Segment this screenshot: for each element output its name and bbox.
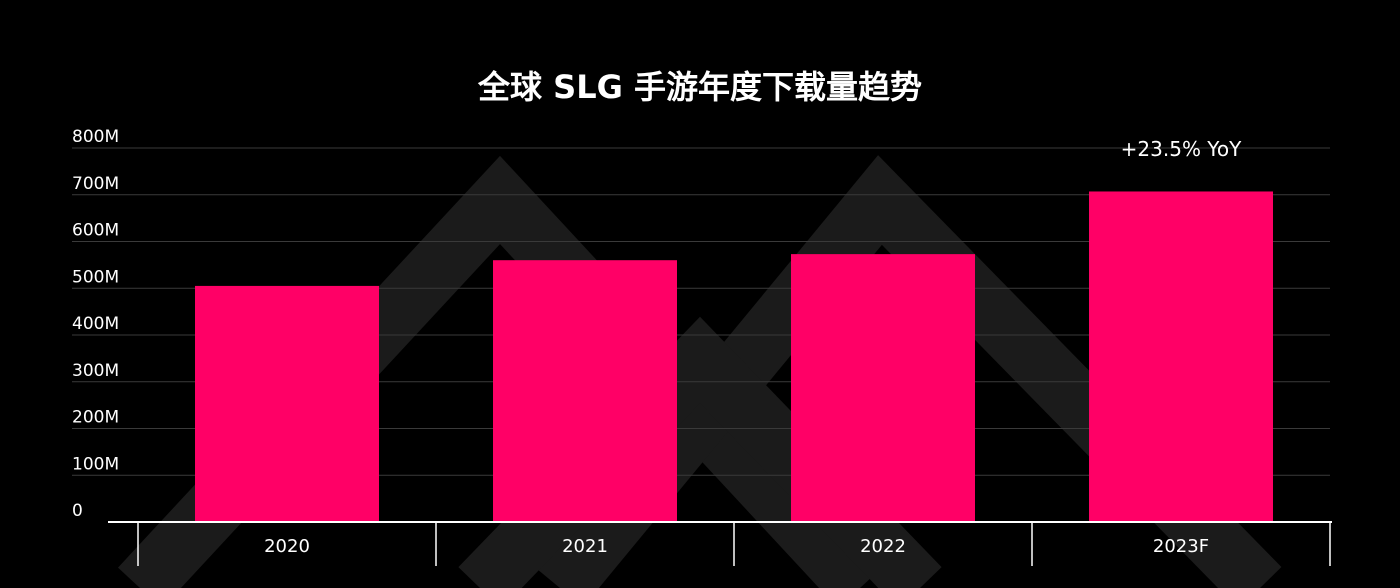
y-tick-label: 500M — [72, 267, 119, 287]
y-tick-label: 300M — [72, 361, 119, 381]
x-tick-label: 2020 — [264, 536, 310, 557]
y-tick-label: 100M — [72, 454, 119, 474]
y-tick-label: 200M — [72, 408, 119, 428]
bar-2021 — [493, 260, 677, 522]
y-tick-label: 0 — [72, 501, 83, 521]
y-tick-label: 700M — [72, 174, 119, 194]
x-tick-label: 2023F — [1153, 536, 1209, 557]
bars — [195, 191, 1273, 523]
x-tick-label: 2022 — [860, 536, 906, 557]
annotations: +23.5% YoY — [1121, 137, 1242, 161]
x-tick-label: 2021 — [562, 536, 608, 557]
yoy-annotation: +23.5% YoY — [1121, 137, 1242, 161]
y-tick-label: 400M — [72, 314, 119, 334]
y-tick-label: 800M — [72, 127, 119, 147]
bar-2022 — [791, 254, 975, 522]
y-axis-tick-labels: 0 100M 200M 300M 400M 500M 600M 700M 800M — [72, 127, 119, 521]
bar-2023F — [1089, 191, 1273, 523]
y-tick-label: 600M — [72, 221, 119, 241]
x-axis: 2020 2021 2022 2023F — [108, 521, 1332, 566]
bar-2020 — [195, 285, 379, 522]
chart-title: 全球 SLG 手游年度下载量趋势 — [477, 68, 922, 106]
